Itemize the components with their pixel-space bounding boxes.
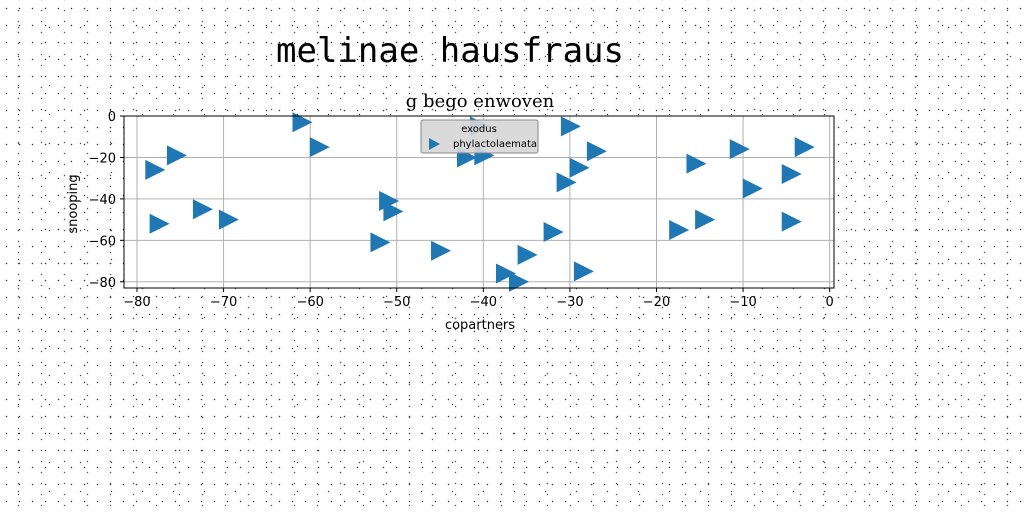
axis-ticks: −80 −70 −60 −50 −40 −30 −20 −10 0 0 −20 −40 −60 −80 [89,110,834,310]
data-point [149,213,170,234]
y-tick-label: −20 [89,151,116,166]
data-point [145,159,166,180]
y-axis-label: snooping [66,174,81,233]
legend-marker [429,138,440,150]
data-point [309,137,330,158]
data-point [794,137,815,158]
plot-frame [123,115,835,289]
data-point [556,172,577,193]
data-point [669,219,690,240]
x-tick-label: 0 [826,295,834,310]
legend-entry-label: phylactolaemata [453,139,537,150]
data-point [431,240,452,261]
data-point [495,263,516,284]
y-tick-label: −40 [89,193,116,208]
data-point [166,145,187,166]
y-tick-label: −60 [89,234,116,249]
data-point [508,271,529,292]
data-point [781,211,802,232]
data-point [569,157,590,178]
x-tick-label: −20 [643,295,670,310]
data-point [695,209,716,230]
data-point [742,178,763,199]
data-point [686,153,707,174]
data-point [383,201,404,222]
x-tick-label: −60 [296,295,323,310]
data-point [370,232,391,253]
data-point [543,222,564,243]
x-tick-label: −40 [470,295,497,310]
x-tick-label: −80 [123,295,150,310]
data-point [192,199,213,220]
legend-box [420,119,539,154]
y-tick-label: −80 [89,276,116,291]
data-point [573,261,594,282]
x-axis-label: copartners [445,318,515,333]
data-point [781,164,802,185]
x-tick-label: −50 [383,295,410,310]
data-point [517,244,538,265]
x-tick-label: −10 [729,295,756,310]
legend: exodus phylactolaemata [420,119,539,154]
chart-suptitle: melinae hausfraus [276,31,624,71]
x-tick-label: −30 [556,295,583,310]
data-point [292,112,313,133]
chart-title: g bego enwoven [406,91,555,112]
data-point [586,141,607,162]
data-point [729,139,750,160]
data-point [218,209,239,230]
x-tick-label: −70 [210,295,237,310]
data-point [560,116,581,137]
y-tick-label: 0 [108,110,116,125]
legend-title: exodus [461,124,497,135]
